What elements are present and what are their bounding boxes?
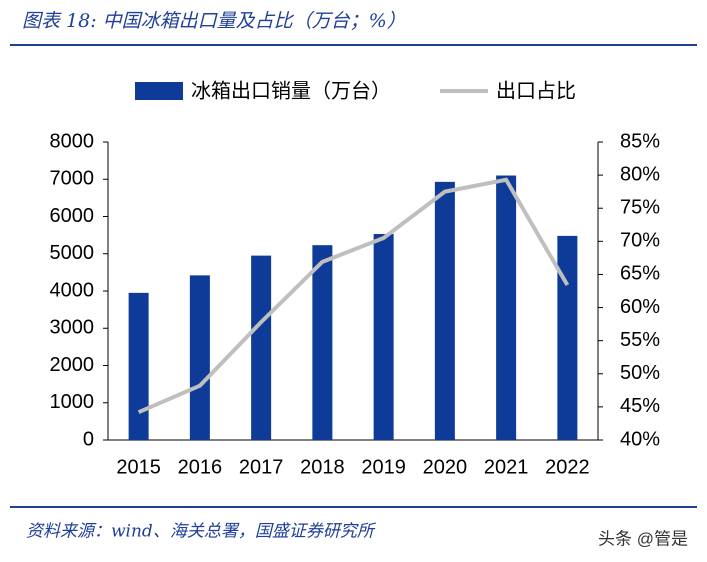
bar <box>189 275 210 440</box>
x-tick-label: 2022 <box>545 456 590 478</box>
bar <box>434 181 455 441</box>
x-tick-label: 2015 <box>116 456 161 478</box>
y2-tick-label: 55% <box>620 329 660 351</box>
x-tick-label: 2019 <box>361 456 406 478</box>
y-tick-label: 3000 <box>50 317 95 339</box>
y-tick-label: 4000 <box>50 279 95 301</box>
bar <box>557 235 578 440</box>
x-tick-label: 2021 <box>484 456 529 478</box>
source: 资料来源：wind、海关总署，国盛证券研究所 <box>26 522 377 542</box>
watermark: 头条 @管是 <box>598 529 688 548</box>
y2-tick-label: 50% <box>620 362 660 384</box>
y2-tick-label: 40% <box>620 428 660 450</box>
y2-tick-label: 80% <box>620 163 660 185</box>
y2-tick-label: 70% <box>620 230 660 252</box>
x-tick-label: 2020 <box>423 456 468 478</box>
x-tick-label: 2017 <box>239 456 284 478</box>
x-tick-label: 2016 <box>178 456 223 478</box>
chart-title: 图表 18: 中国冰箱出口量及占比（万台；%） <box>22 10 406 32</box>
x-tick-label: 2018 <box>300 456 345 478</box>
legend-label: 冰箱出口销量（万台） <box>191 79 391 102</box>
bar <box>251 255 272 440</box>
y2-tick-label: 45% <box>620 395 660 417</box>
y-tick-label: 6000 <box>50 205 95 227</box>
line <box>137 177 570 415</box>
legend-swatch <box>135 82 183 100</box>
y-tick-label: 8000 <box>50 130 95 152</box>
y2-tick-label: 65% <box>620 263 660 285</box>
y2-tick-label: 75% <box>620 197 660 219</box>
bar <box>312 245 333 440</box>
y-tick-label: 2000 <box>50 354 95 376</box>
y-tick-label: 1000 <box>50 391 95 413</box>
bar <box>496 175 517 440</box>
y2-tick-label: 85% <box>620 130 660 152</box>
y-tick-label: 5000 <box>50 242 95 264</box>
y-tick-label: 7000 <box>50 168 95 190</box>
bar <box>373 234 394 440</box>
bar <box>128 292 149 440</box>
y2-tick-label: 60% <box>620 296 660 318</box>
legend-label: 出口占比 <box>496 79 576 102</box>
y-tick-label: 0 <box>83 428 94 450</box>
